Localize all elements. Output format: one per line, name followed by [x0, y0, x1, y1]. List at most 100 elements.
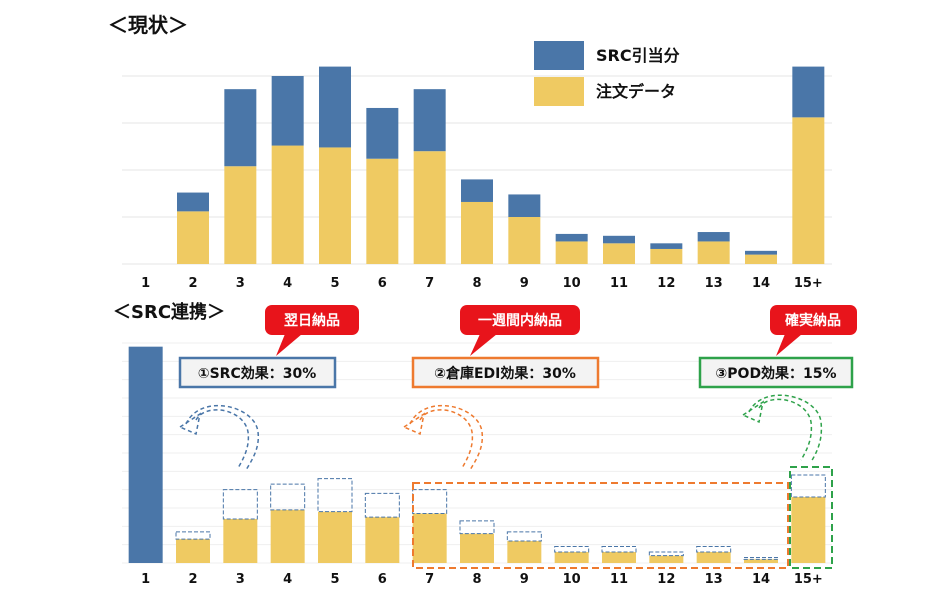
effect-edi: ②倉庫EDI効果：30% — [411, 356, 600, 389]
bottom-bar-order-4 — [270, 509, 305, 563]
bottom-bar-reduced-12 — [648, 551, 684, 557]
legend-label-order: 注文データ — [596, 82, 676, 101]
top-bar-order-12 — [650, 248, 683, 264]
bottom-bar-order-6 — [365, 517, 400, 563]
top-bar-src-5 — [319, 66, 351, 148]
bottom-tick-2: 2 — [188, 572, 197, 587]
top-bars — [177, 66, 825, 264]
top-bar-src-6 — [366, 107, 399, 159]
legend-swatch-order — [534, 77, 584, 106]
top-chart-title: ＜現状＞ — [108, 13, 188, 37]
bottom-bar-reduced-8 — [459, 520, 495, 535]
callout-sure-label: 確実納品 — [785, 312, 841, 329]
bottom-bar-reduced-5 — [317, 478, 353, 513]
legend-label-src: SRC引当分 — [596, 46, 680, 65]
bottom-bar-order-13 — [696, 552, 731, 563]
bottom-tick-6: 6 — [378, 572, 387, 587]
bottom-tick-15+: 15+ — [794, 572, 823, 587]
bottom-bar-order-2 — [176, 539, 210, 563]
bottom-chart-title: ＜SRC連携＞ — [113, 301, 225, 323]
top-bar-order-9 — [508, 217, 541, 264]
top-tick-5: 5 — [330, 276, 339, 291]
bottom-bar-order-8 — [460, 533, 494, 563]
top-tick-8: 8 — [472, 276, 481, 291]
bottom-bar-order-15+ — [791, 497, 826, 563]
top-bar-order-14 — [745, 254, 777, 264]
callout-next-day: 翌日納品 — [265, 305, 359, 356]
legend-swatch-src — [534, 41, 584, 70]
top-tick-1: 1 — [141, 276, 150, 291]
bottom-bar-reduced-11 — [601, 546, 637, 553]
top-bar-order-5 — [319, 147, 351, 264]
top-chart: ＜現状＞ 1 2 3 4 5 6 7 8 9 10 11 12 13 14 15+ SRC引当分 注文データ — [108, 13, 832, 291]
top-bar-order-13 — [697, 241, 730, 264]
bottom-bar-src-1 — [128, 346, 163, 563]
top-bar-order-8 — [461, 201, 493, 264]
top-tick-14: 14 — [752, 276, 770, 291]
top-bar-src-8 — [461, 179, 493, 202]
bottom-bar-reduced-7 — [412, 489, 448, 514]
bottom-bar-reduced-2 — [175, 531, 211, 540]
top-bar-order-3 — [224, 166, 257, 264]
effect-pod-label: ③POD効果：15% — [715, 365, 836, 382]
bottom-bar-order-12 — [649, 555, 684, 563]
legend: SRC引当分 注文データ — [534, 41, 680, 106]
top-ticks: 1 2 3 4 5 6 7 8 9 10 11 12 13 14 15+ — [141, 276, 823, 291]
bottom-bar-reduced-6 — [364, 492, 400, 518]
bottom-bar-reduced-13 — [696, 546, 732, 553]
top-tick-7: 7 — [425, 276, 434, 291]
bottom-bar-reduced-9 — [506, 531, 542, 542]
top-bar-src-12 — [650, 243, 683, 249]
top-tick-6: 6 — [378, 276, 387, 291]
group-box-pod — [789, 466, 833, 569]
bottom-bar-reduced-4 — [270, 483, 306, 511]
top-tick-3: 3 — [236, 276, 245, 291]
bottom-bar-order-9 — [507, 541, 542, 563]
callout-next-day-label: 翌日納品 — [284, 312, 340, 329]
bottom-bar-reduced-10 — [554, 546, 590, 553]
arrow-src — [178, 405, 260, 471]
top-bar-src-3 — [224, 89, 257, 167]
bottom-tick-13: 13 — [705, 572, 723, 587]
bottom-tick-8: 8 — [472, 572, 481, 587]
bottom-bar-reduced-15+ — [790, 474, 826, 498]
top-bar-src-11 — [603, 235, 635, 244]
top-bar-src-13 — [697, 232, 730, 242]
top-bar-order-6 — [366, 158, 399, 264]
bottom-tick-4: 4 — [283, 572, 292, 587]
top-tick-10: 10 — [563, 276, 581, 291]
bottom-tick-1: 1 — [141, 572, 150, 587]
top-tick-15+: 15+ — [794, 276, 823, 291]
callout-week-label: 一週間内納品 — [478, 312, 562, 329]
bottom-tick-12: 12 — [657, 572, 675, 587]
bottom-tick-7: 7 — [425, 572, 434, 587]
bottom-bar-order-14 — [744, 559, 778, 563]
top-bar-src-9 — [508, 194, 541, 217]
top-bar-src-4 — [271, 76, 304, 146]
bottom-tick-10: 10 — [563, 572, 581, 587]
effect-src-label: ①SRC効果：30% — [198, 365, 317, 382]
top-tick-9: 9 — [520, 276, 529, 291]
top-tick-4: 4 — [283, 276, 292, 291]
top-tick-11: 11 — [610, 276, 628, 291]
bottom-tick-14: 14 — [752, 572, 770, 587]
bottom-tick-9: 9 — [520, 572, 529, 587]
bottom-chart: ＜SRC連携＞ 1 2 3 4 5 6 7 8 9 10 11 12 13 14 15+ 翌日納品 — [113, 301, 857, 587]
arrow-edi — [402, 405, 484, 471]
top-bar-order-4 — [271, 145, 304, 264]
bottom-tick-11: 11 — [610, 572, 628, 587]
bottom-bar-order-7 — [412, 513, 447, 563]
bottom-ticks: 1 2 3 4 5 6 7 8 9 10 11 12 13 14 15+ — [141, 572, 823, 587]
bottom-bar-order-3 — [223, 519, 258, 563]
top-tick-13: 13 — [705, 276, 723, 291]
top-bar-order-2 — [177, 211, 209, 264]
top-bar-src-10 — [555, 233, 588, 242]
top-bar-src-14 — [745, 250, 777, 255]
top-tick-2: 2 — [188, 276, 197, 291]
bottom-bar-order-10 — [554, 552, 589, 563]
top-bar-order-15+ — [792, 117, 825, 264]
arrow-pod — [741, 394, 823, 463]
bottom-tick-5: 5 — [330, 572, 339, 587]
bottom-bar-reduced-14 — [743, 557, 779, 560]
callout-week: 一週間内納品 — [460, 305, 580, 356]
